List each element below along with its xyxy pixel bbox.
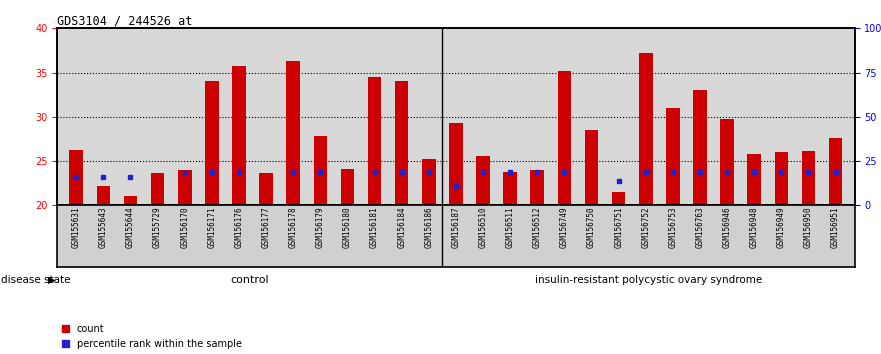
Bar: [477, 156, 490, 205]
Text: GSM156171: GSM156171: [207, 207, 217, 248]
Bar: [367, 77, 381, 205]
Text: GSM156180: GSM156180: [343, 207, 352, 248]
Text: GSM156512: GSM156512: [533, 207, 542, 248]
Bar: [666, 108, 679, 205]
Text: GSM155631: GSM155631: [71, 207, 81, 248]
Text: disease state: disease state: [1, 275, 70, 285]
Text: GSM156948: GSM156948: [750, 207, 759, 248]
Text: control: control: [231, 275, 269, 285]
Text: insulin-resistant polycystic ovary syndrome: insulin-resistant polycystic ovary syndr…: [535, 275, 762, 285]
Bar: [747, 154, 761, 205]
Text: GSM156170: GSM156170: [181, 207, 189, 248]
Bar: [70, 150, 83, 205]
Text: GSM156946: GSM156946: [722, 207, 731, 248]
Text: GSM156178: GSM156178: [289, 207, 298, 248]
Bar: [341, 169, 354, 205]
Text: GSM156184: GSM156184: [397, 207, 406, 248]
Bar: [693, 90, 707, 205]
Bar: [395, 81, 409, 205]
Bar: [829, 138, 842, 205]
Bar: [721, 119, 734, 205]
Bar: [558, 71, 571, 205]
Bar: [205, 81, 218, 205]
Text: GSM156511: GSM156511: [506, 207, 515, 248]
Legend: count, percentile rank within the sample: count, percentile rank within the sample: [63, 324, 241, 349]
Bar: [151, 173, 165, 205]
Bar: [314, 136, 327, 205]
Text: GSM156181: GSM156181: [370, 207, 379, 248]
Bar: [259, 173, 273, 205]
Text: GSM156763: GSM156763: [695, 207, 705, 248]
Bar: [802, 152, 815, 205]
Text: GSM156750: GSM156750: [587, 207, 596, 248]
Text: GSM156176: GSM156176: [234, 207, 243, 248]
Text: GSM156949: GSM156949: [777, 207, 786, 248]
Text: GSM156187: GSM156187: [451, 207, 461, 248]
Bar: [422, 159, 435, 205]
Text: GSM156177: GSM156177: [262, 207, 270, 248]
Text: GSM156510: GSM156510: [478, 207, 487, 248]
Text: GDS3104 / 244526_at: GDS3104 / 244526_at: [57, 14, 193, 27]
Bar: [123, 195, 137, 205]
Bar: [286, 61, 300, 205]
Text: GSM156752: GSM156752: [641, 207, 650, 248]
Bar: [97, 186, 110, 205]
Text: GSM156950: GSM156950: [804, 207, 813, 248]
Bar: [503, 172, 517, 205]
Bar: [449, 123, 463, 205]
Text: GSM155643: GSM155643: [99, 207, 107, 248]
Text: GSM156753: GSM156753: [669, 207, 677, 248]
Text: GSM156751: GSM156751: [614, 207, 623, 248]
Text: GSM156951: GSM156951: [831, 207, 840, 248]
Bar: [178, 170, 191, 205]
Bar: [530, 170, 544, 205]
Text: ▶: ▶: [48, 275, 56, 285]
Text: GSM155729: GSM155729: [153, 207, 162, 248]
Bar: [639, 53, 653, 205]
Text: GSM156186: GSM156186: [425, 207, 433, 248]
Text: GSM156749: GSM156749: [560, 207, 569, 248]
Bar: [611, 192, 626, 205]
Text: GSM156179: GSM156179: [315, 207, 325, 248]
Bar: [585, 130, 598, 205]
Text: GSM155644: GSM155644: [126, 207, 135, 248]
Bar: [233, 67, 246, 205]
Bar: [774, 152, 788, 205]
